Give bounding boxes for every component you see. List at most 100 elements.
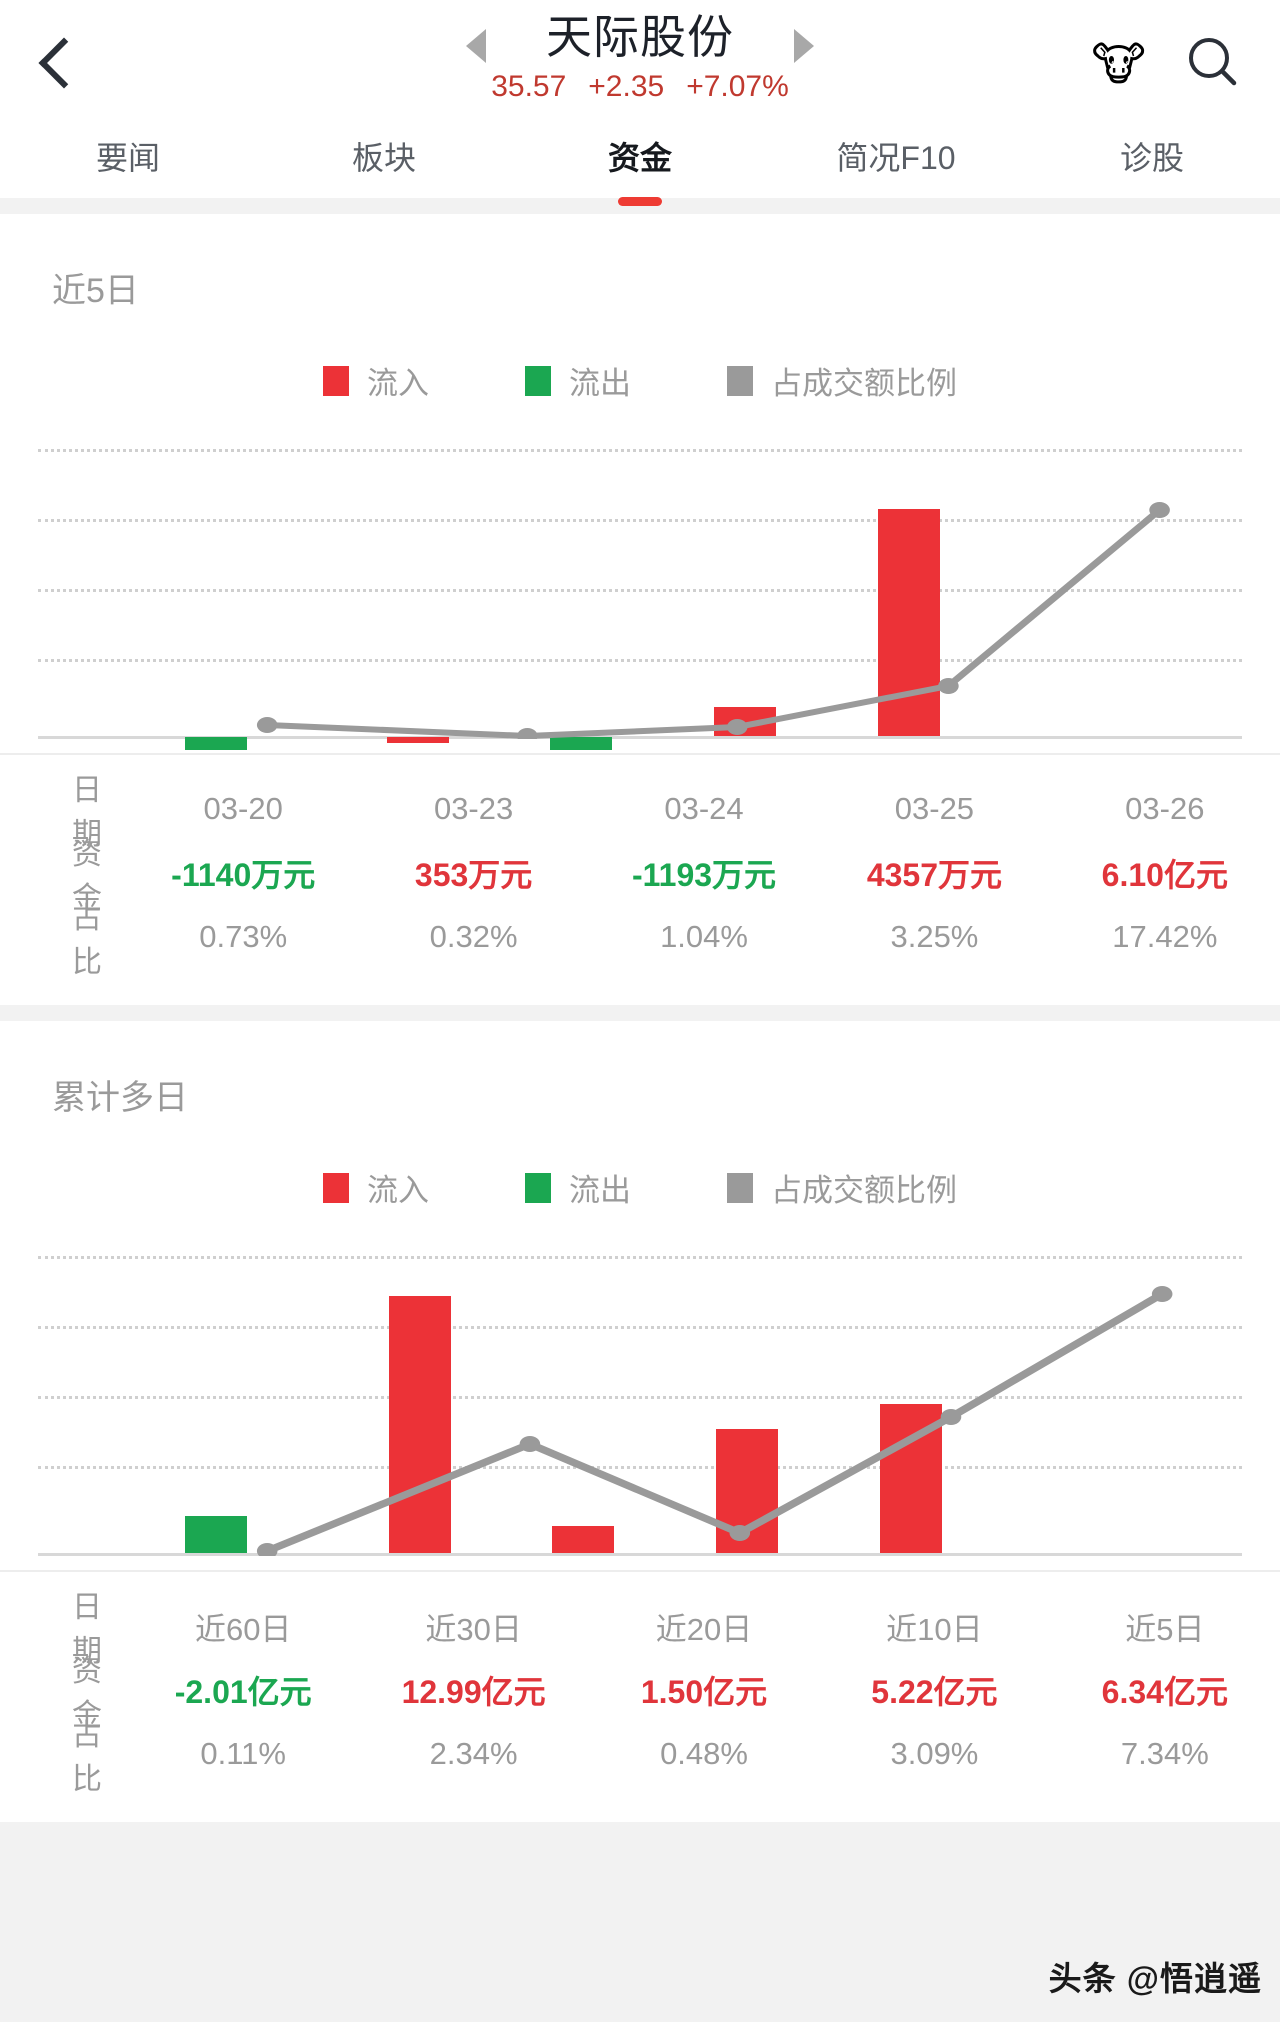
legend-label-turnover-ratio: 占成交额比例: [771, 366, 957, 401]
chart-baseline: [38, 736, 1242, 739]
funds-cell-0: -1140万元: [171, 857, 316, 893]
date-cell-3: 03-25: [894, 791, 975, 826]
tab-bankuai[interactable]: 板块: [351, 140, 416, 176]
tab-yaowen[interactable]: 要闻: [95, 140, 160, 176]
page-title: 天际股份: [546, 11, 734, 63]
tab-zhengu[interactable]: 诊股: [1119, 140, 1184, 176]
quote-row: 35.57 +2.35 +7.07%: [491, 70, 789, 104]
triangle-left-icon[interactable]: [466, 29, 486, 63]
gridline: [38, 1396, 1242, 1399]
inflow-swatch-icon: [323, 365, 349, 396]
ratio-swatch-icon: [727, 1172, 753, 1203]
gridline: [38, 449, 1242, 452]
row-label-ratio-2: 占比: [72, 1719, 102, 1796]
date-cell-1: 03-23: [433, 791, 514, 826]
chart-cumulative-multi-day: [38, 1256, 1242, 1556]
funds-cell-1: 353万元: [414, 857, 533, 893]
cumulative-multi-day-card: 累计多日 流入 流出 占成交额比例: [0, 1021, 1280, 1822]
row-label-funds-2: 资金: [72, 1655, 102, 1732]
date-cell-2: 03-24: [664, 791, 744, 826]
section-title-recent-5-days: 近5日: [52, 272, 139, 310]
data-table-cumulative: 日期 近60日 近30日 近20日 近10日 近5日 资金 -2.01亿元 12…: [0, 1570, 1280, 1822]
app-header: 天际股份 35.57 +2.35 +7.07% 🐮: [0, 0, 1280, 128]
legend-item-inflow-2[interactable]: 流入: [323, 1165, 429, 1210]
section-tabs: 要闻 板块 资金 简况F10 诊股: [0, 128, 1280, 198]
header-actions: 🐮: [1092, 0, 1280, 128]
ratio-line-layer-recent-5-days: [38, 449, 1242, 739]
header-title-block: 天际股份 35.57 +2.35 +7.07%: [0, 6, 1280, 104]
funds-cell-3: 4357万元: [866, 857, 1003, 893]
data-table-recent-5-days: 日期 03-20 03-23 03-24 03-25 03-26 资金 -114…: [0, 753, 1280, 1005]
chevron-left-icon: [38, 35, 72, 93]
legend-label-outflow-2: 流出: [569, 1173, 631, 1208]
ratio2-cell-4: 7.34%: [1120, 1736, 1209, 1771]
ratio-cell-4: 17.42%: [1112, 919, 1218, 954]
search-icon[interactable]: [1186, 35, 1240, 94]
section-divider-2: [0, 1005, 1280, 1021]
date-cell-4: 03-26: [1125, 791, 1205, 826]
outflow-swatch-icon: [525, 1172, 551, 1203]
legend-item-outflow-2[interactable]: 流出: [525, 1165, 631, 1210]
inflow-swatch-icon: [323, 1172, 349, 1203]
row-label-date-2: 日期: [72, 1591, 102, 1668]
ratio2-cell-1: 2.34%: [429, 1736, 518, 1771]
chart-recent-5-days: [38, 449, 1242, 750]
tab-zijin[interactable]: 资金: [512, 128, 768, 198]
gridline: [38, 659, 1242, 662]
legend-cumulative: 流入 流出 占成交额比例: [0, 1123, 1280, 1210]
gridline: [38, 1466, 1242, 1469]
quote-price: 35.57: [491, 70, 567, 103]
tab-jiankuang-f10[interactable]: 简况F10: [836, 140, 956, 176]
chart-baseline: [38, 1553, 1242, 1556]
table-row-date-2: 日期 近60日 近30日 近20日 近10日 近5日: [0, 1591, 1280, 1668]
table-row-ratio: 占比 0.73% 0.32% 1.04% 3.25% 17.42%: [0, 902, 1280, 979]
ratio-cell-3: 3.25%: [890, 919, 979, 954]
row-label-date: 日期: [72, 774, 102, 851]
ratio-cell-1: 0.32%: [429, 919, 518, 954]
ratio2-cell-3: 3.09%: [890, 1736, 979, 1771]
bar-2020-03-23[interactable]: [387, 737, 449, 743]
section-title-cumulative: 累计多日: [52, 1079, 188, 1117]
bar-2020-03-20[interactable]: [185, 737, 247, 750]
legend-item-outflow[interactable]: 流出: [525, 358, 631, 403]
gridline: [38, 589, 1242, 592]
bar-last-20-days[interactable]: [552, 1526, 614, 1553]
row-label-ratio: 占比: [72, 902, 102, 979]
gridline: [38, 519, 1242, 522]
watermark: 头条 @悟逍遥: [1048, 1960, 1262, 1997]
ratio2-cell-2: 0.48%: [660, 1736, 748, 1771]
funds2-cell-0: -2.01亿元: [174, 1674, 312, 1710]
legend-item-inflow[interactable]: 流入: [323, 358, 429, 403]
period-cell-0: 近60日: [194, 1611, 292, 1647]
gridline: [38, 1326, 1242, 1329]
legend-label-turnover-ratio-2: 占成交额比例: [771, 1173, 957, 1208]
funds2-cell-3: 5.22亿元: [871, 1674, 998, 1710]
quote-change: +2.35: [588, 70, 665, 103]
table-row-date: 日期 03-20 03-23 03-24 03-25 03-26: [0, 774, 1280, 851]
bar-last-60-days[interactable]: [185, 1516, 247, 1553]
back-button[interactable]: [0, 0, 110, 128]
legend-item-turnover-ratio-2[interactable]: 占成交额比例: [727, 1165, 957, 1210]
date-cell-0: 03-20: [203, 791, 283, 826]
ratio2-cell-0: 0.11%: [200, 1736, 286, 1771]
table-row-funds: 资金 -1140万元 353万元 -1193万元 4357万元 6.10亿元: [0, 838, 1280, 915]
avatar[interactable]: 🐮: [1091, 38, 1146, 90]
legend-item-turnover-ratio[interactable]: 占成交额比例: [727, 358, 957, 403]
bar-last-30-days[interactable]: [389, 1296, 451, 1553]
ratio-swatch-icon: [727, 365, 753, 396]
legend-label-outflow: 流出: [569, 366, 631, 401]
bar-2020-03-24[interactable]: [550, 737, 612, 750]
row-label-funds: 资金: [72, 838, 102, 915]
funds2-cell-2: 1.50亿元: [640, 1674, 768, 1710]
period-cell-4: 近5日: [1125, 1611, 1205, 1647]
legend-label-inflow-2: 流入: [367, 1173, 429, 1208]
table-row-funds-2: 资金 -2.01亿元 12.99亿元 1.50亿元 5.22亿元 6.34亿元: [0, 1655, 1280, 1732]
triangle-right-icon[interactable]: [794, 29, 814, 63]
period-cell-1: 近30日: [425, 1611, 522, 1647]
recent-5-days-card: 近5日 流入 流出 占成交额比例: [0, 214, 1280, 1005]
outflow-swatch-icon: [525, 365, 551, 396]
section-divider: [0, 198, 1280, 214]
funds2-cell-1: 12.99亿元: [401, 1674, 546, 1710]
funds-cell-2: -1193万元: [631, 857, 777, 893]
